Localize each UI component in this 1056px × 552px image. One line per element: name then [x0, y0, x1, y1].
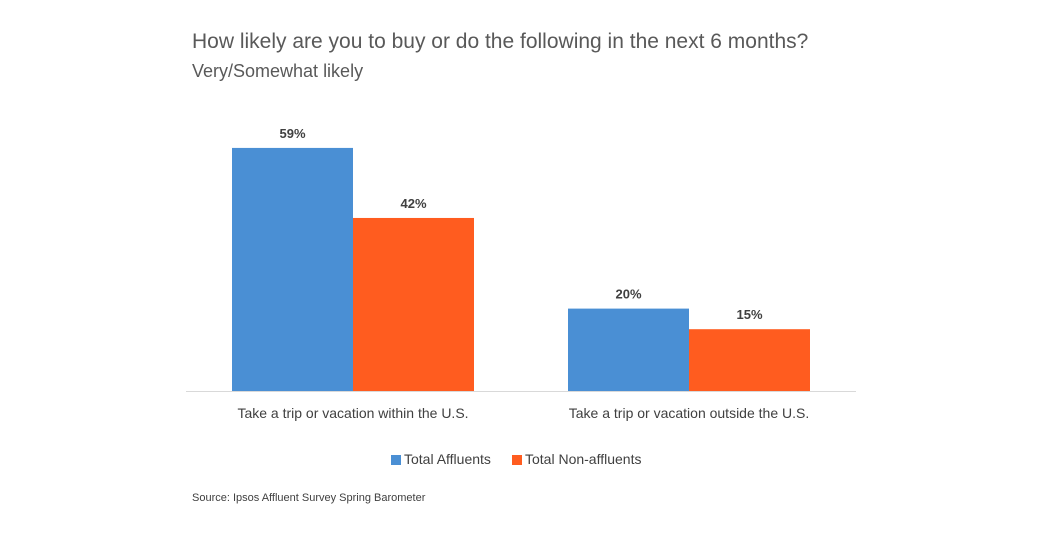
data-label: 42%	[400, 196, 426, 211]
data-label: 59%	[279, 126, 305, 141]
legend-label: Total Non-affluents	[525, 451, 641, 467]
category-label: Take a trip or vacation outside the U.S.	[569, 405, 809, 421]
legend-swatch	[512, 455, 522, 465]
bar-non-affluents-0	[353, 217, 474, 391]
chart-subtitle: Very/Somewhat likely	[192, 61, 364, 81]
data-label: 20%	[615, 287, 641, 302]
data-label: 15%	[736, 307, 762, 322]
source-note: Source: Ipsos Affluent Survey Spring Bar…	[192, 492, 426, 504]
legend-label: Total Affluents	[404, 451, 491, 467]
chart-title: How likely are you to buy or do the foll…	[192, 30, 809, 53]
legend-swatch	[391, 455, 401, 465]
bar-non-affluents-1	[689, 329, 810, 391]
category-label: Take a trip or vacation within the U.S.	[237, 405, 468, 421]
bar-affluents-1	[568, 308, 689, 391]
bar-affluents-0	[232, 147, 353, 391]
